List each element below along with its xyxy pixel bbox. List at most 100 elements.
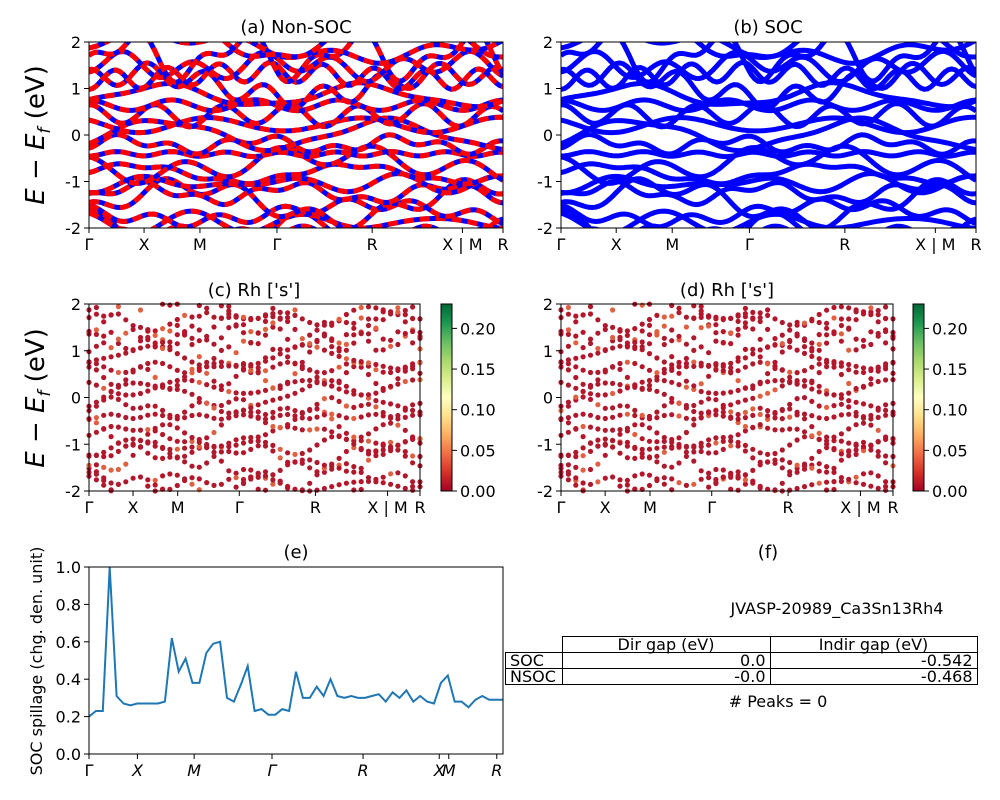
projection-dot bbox=[573, 394, 579, 400]
x-tick-label: R bbox=[970, 235, 981, 254]
projection-dot bbox=[182, 459, 188, 465]
projection-dot bbox=[691, 347, 697, 353]
projection-dot bbox=[343, 480, 349, 486]
projection-dot bbox=[698, 363, 704, 369]
projection-dot bbox=[145, 327, 151, 333]
projection-dot bbox=[646, 377, 653, 384]
projection-dot bbox=[595, 426, 601, 432]
projection-dot bbox=[639, 328, 645, 334]
projection-dot bbox=[351, 325, 357, 331]
colorbar-tick-label: 0.10 bbox=[932, 401, 968, 420]
projection-dot bbox=[883, 328, 889, 335]
projection-dot bbox=[248, 438, 254, 444]
band-line bbox=[561, 60, 976, 112]
projection-dot bbox=[255, 360, 261, 366]
projection-dot bbox=[801, 336, 808, 342]
projection-dot bbox=[676, 370, 682, 376]
projection-dot bbox=[661, 335, 667, 341]
projection-dot bbox=[299, 415, 305, 421]
projection-dot bbox=[661, 412, 667, 419]
projection-dot bbox=[299, 363, 305, 369]
projection-dot bbox=[610, 324, 616, 330]
projection-dot bbox=[617, 337, 623, 343]
projection-dot bbox=[101, 426, 107, 432]
projection-dot bbox=[314, 472, 320, 478]
projection-dot bbox=[772, 487, 778, 493]
projection-dot bbox=[211, 384, 217, 390]
projection-dot bbox=[587, 336, 594, 342]
projection-dot bbox=[654, 388, 660, 394]
projection-dot bbox=[211, 341, 217, 347]
x-tick-label: X bbox=[128, 498, 139, 517]
projection-dot bbox=[853, 451, 859, 457]
projection-dot bbox=[824, 404, 830, 410]
projection-dot bbox=[860, 369, 867, 376]
projection-dot bbox=[809, 413, 815, 419]
x-tick-label: Γ bbox=[268, 761, 278, 780]
projection-dot bbox=[248, 390, 254, 396]
projection-dot bbox=[742, 320, 749, 326]
projection-dot bbox=[772, 378, 778, 384]
gap-table-cell-dir: -0.0 bbox=[561, 668, 771, 685]
y-tick-label: -2 bbox=[65, 219, 81, 238]
projection-dot bbox=[123, 392, 129, 398]
projection-dot bbox=[307, 367, 313, 373]
projection-dot bbox=[255, 415, 261, 421]
projection-dot bbox=[883, 487, 889, 493]
panel-a-axes: -2 -1 0 1 2 Γ X M Γ R X | M R bbox=[65, 33, 509, 254]
projection-dot bbox=[801, 461, 808, 467]
projection-dot bbox=[610, 345, 616, 351]
projection-dot bbox=[351, 391, 357, 397]
projection-dot bbox=[248, 368, 254, 374]
projection-dot bbox=[742, 385, 749, 391]
projection-dot bbox=[167, 328, 173, 334]
panel-b-axes: -2 -1 0 1 2 Γ X M Γ R X | M R bbox=[537, 33, 982, 254]
projection-dot bbox=[189, 434, 195, 441]
projection-dot bbox=[698, 303, 704, 310]
projection-dot bbox=[706, 410, 712, 416]
projection-dot bbox=[204, 400, 210, 406]
projection-dot bbox=[93, 343, 99, 349]
projection-dot bbox=[233, 437, 239, 443]
projection-dot bbox=[809, 482, 815, 488]
projection-dot bbox=[831, 434, 837, 440]
projection-dot bbox=[196, 379, 202, 385]
projection-dot bbox=[130, 367, 136, 373]
projection-dot bbox=[123, 350, 129, 356]
projection-dot bbox=[115, 440, 121, 446]
projection-dot bbox=[211, 405, 217, 411]
x-tick-label: R bbox=[887, 498, 898, 517]
projection-dot bbox=[101, 464, 107, 470]
projection-dot bbox=[211, 429, 217, 436]
projection-dot bbox=[299, 342, 305, 348]
projection-dot bbox=[233, 470, 239, 476]
projection-dot bbox=[395, 442, 401, 448]
projection-dot bbox=[351, 445, 357, 451]
projection-dot bbox=[713, 397, 719, 403]
projection-dot bbox=[299, 409, 305, 416]
projection-dot bbox=[742, 423, 749, 430]
projection-dot bbox=[831, 438, 837, 444]
projection-dot bbox=[691, 383, 697, 389]
projection-dot bbox=[661, 378, 667, 384]
projection-dot bbox=[816, 311, 822, 318]
projection-dot bbox=[160, 407, 166, 413]
projection-dot bbox=[262, 368, 269, 374]
projection-dot bbox=[654, 445, 660, 451]
projection-dot bbox=[669, 362, 675, 368]
projection-dot bbox=[196, 367, 202, 373]
projection-dot bbox=[130, 380, 136, 386]
projection-dot bbox=[329, 429, 335, 435]
projection-dot bbox=[713, 476, 719, 483]
projection-dot bbox=[343, 311, 349, 318]
projection-dot bbox=[115, 466, 121, 473]
projection-dot bbox=[336, 378, 342, 384]
projection-dot bbox=[189, 335, 195, 341]
x-tick-label: Γ bbox=[272, 235, 281, 254]
projection-dot bbox=[321, 437, 327, 443]
projection-dot bbox=[617, 343, 623, 349]
projection-dot bbox=[240, 408, 247, 414]
projection-dot bbox=[152, 332, 158, 338]
projection-dot bbox=[204, 435, 210, 441]
projection-dot bbox=[683, 415, 690, 421]
